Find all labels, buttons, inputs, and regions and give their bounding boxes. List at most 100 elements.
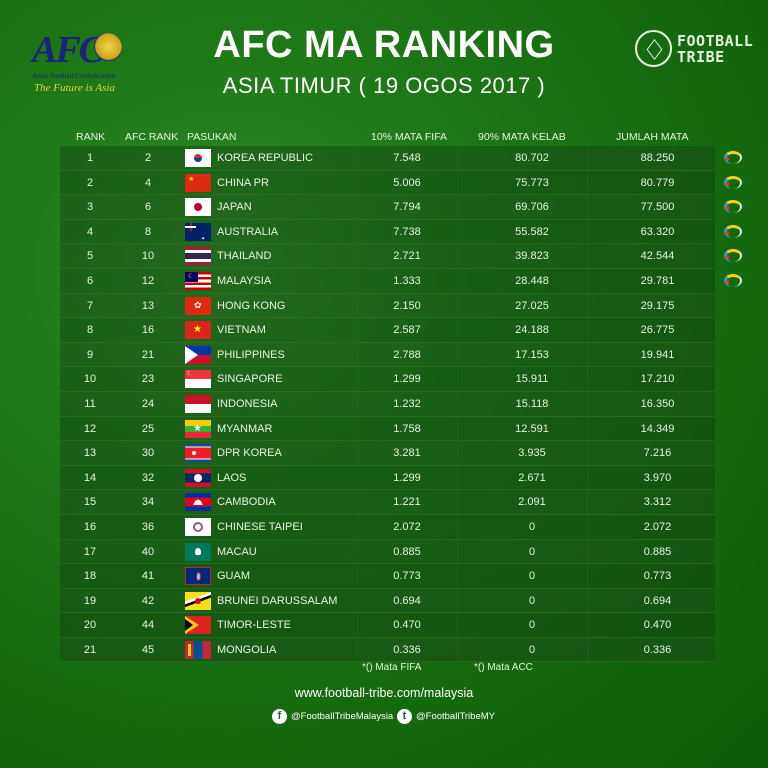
afc-rank-cell: 30 xyxy=(141,447,155,460)
col-rank: RANK xyxy=(76,131,106,143)
korea-republic-flag-icon xyxy=(185,149,211,167)
fifa-points-cell: 2.788 xyxy=(393,348,421,361)
china-flag-icon: ★ xyxy=(185,173,211,192)
total-points-cell: 0.694 xyxy=(643,594,672,607)
table-row: 18 41 GUAM 0.773 0 0.773 xyxy=(60,564,715,589)
football-tribe-logo: FOOTBALL TRIBE xyxy=(635,30,753,70)
total-points-cell: 0.885 xyxy=(643,545,672,558)
laos-flag-icon xyxy=(185,468,211,487)
club-points-cell: 69.706 xyxy=(515,201,549,214)
note-fifa: *() Mata FIFA xyxy=(362,662,422,673)
rank-cell: 15 xyxy=(83,496,97,509)
brand-line-2: TRIBE xyxy=(677,48,725,66)
total-points-cell: 80.779 xyxy=(640,176,675,189)
fifa-points-cell: 2.072 xyxy=(393,520,421,533)
facebook-link[interactable]: f @FootballTribeMalaysia xyxy=(272,709,393,724)
team-name-cell: MONGOLIA xyxy=(217,643,277,656)
fifa-points-cell: 2.150 xyxy=(393,299,421,312)
rank-cell: 2 xyxy=(86,176,94,189)
team-name-cell: VIETNAM xyxy=(217,324,266,337)
team-name-cell: HONG KONG xyxy=(217,299,286,312)
fifa-points-cell: 2.721 xyxy=(393,250,421,263)
col-total-points: JUMLAH MATA xyxy=(616,131,689,143)
afc-rank-cell: 32 xyxy=(141,471,155,484)
afc-rank-cell: 42 xyxy=(141,594,155,607)
header: AFC Asian Football Confederation The Fut… xyxy=(0,0,768,120)
fifa-points-cell: 0.773 xyxy=(393,570,421,583)
afc-rank-cell: 21 xyxy=(141,348,155,361)
fifa-points-cell: 1.758 xyxy=(393,422,421,435)
facebook-handle: @FootballTribeMalaysia xyxy=(291,711,394,722)
rank-cell: 1 xyxy=(86,152,94,164)
fifa-points-cell: 1.333 xyxy=(393,274,421,287)
table-row: 20 44 TIMOR-LESTE 0.470 0 0.470 xyxy=(60,613,715,638)
rank-cell: 5 xyxy=(86,250,94,263)
twitter-link[interactable]: t @FootballTribeMY xyxy=(397,709,495,724)
table-row: 1 2 KOREA REPUBLIC 7.548 80.702 88.250 xyxy=(60,146,715,171)
rank-cell: 20 xyxy=(83,619,97,632)
club-points-cell: 15.911 xyxy=(515,373,549,386)
team-name-cell: CHINESE TAIPEI xyxy=(217,520,303,533)
guam-flag-icon xyxy=(185,567,211,586)
fifa-points-cell: 1.221 xyxy=(393,496,421,509)
cambodia-flag-icon xyxy=(185,493,211,512)
ranking-table: 1 2 KOREA REPUBLIC 7.548 80.702 88.250 2 4 ★ CHIN… xyxy=(60,146,715,663)
club-points-cell: 2.091 xyxy=(518,496,546,509)
website-link[interactable]: www.football-tribe.com/malaysia xyxy=(294,686,474,700)
afc-rank-cell: 8 xyxy=(144,225,152,238)
team-name-cell: TIMOR-LESTE xyxy=(217,619,291,632)
table-row: 16 36 CHINESE TAIPEI 2.072 0 2.072 xyxy=(60,514,715,540)
fifa-points-cell: 0.470 xyxy=(393,619,421,632)
timor-leste-flag-icon xyxy=(185,616,211,635)
football-icon xyxy=(635,30,672,67)
myanmar-flag-icon: ★ xyxy=(185,419,211,438)
table-row: 8 16 ★ VIETNAM 2.587 24.188 26.775 xyxy=(60,318,715,343)
rank-cell: 3 xyxy=(86,201,94,214)
fifa-points-cell: 7.794 xyxy=(393,201,421,214)
afc-champions-league-icon xyxy=(722,175,742,191)
club-points-cell: 55.582 xyxy=(515,225,549,238)
team-name-cell: JAPAN xyxy=(217,201,252,214)
afc-rank-cell: 45 xyxy=(141,643,155,656)
total-points-cell: 16.350 xyxy=(640,397,675,410)
table-row: 5 10 THAILAND 2.721 39.823 42.544 xyxy=(60,244,715,269)
club-points-cell: 0 xyxy=(528,545,536,558)
afc-rank-cell: 24 xyxy=(141,397,155,410)
club-points-cell: 15.118 xyxy=(515,397,549,410)
team-name-cell: MALAYSIA xyxy=(217,274,272,287)
brunei-flag-icon xyxy=(185,591,211,610)
total-points-cell: 63.320 xyxy=(640,225,675,238)
total-points-cell: 29.175 xyxy=(640,299,675,312)
table-row: 3 6 JAPAN 7.794 69.706 77.500 xyxy=(60,195,715,220)
team-name-cell: BRUNEI DARUSSALAM xyxy=(217,594,338,607)
table-row: 7 13 ✿ HONG KONG 2.150 27.025 29.175 xyxy=(60,293,715,319)
fifa-points-cell: 7.548 xyxy=(393,152,421,164)
club-points-cell: 0 xyxy=(528,520,536,533)
total-points-cell: 2.072 xyxy=(643,520,672,533)
total-points-cell: 29.781 xyxy=(640,274,675,287)
club-points-cell: 0 xyxy=(528,619,536,632)
col-club-points: 90% MATA KELAB xyxy=(478,131,566,143)
club-points-cell: 75.773 xyxy=(515,176,549,189)
afc-rank-cell: 40 xyxy=(141,545,155,558)
rank-cell: 19 xyxy=(83,594,97,607)
rank-cell: 8 xyxy=(86,324,94,337)
fifa-points-cell: 3.281 xyxy=(393,447,421,460)
rank-cell: 21 xyxy=(83,643,97,656)
total-points-cell: 14.349 xyxy=(640,422,675,435)
afc-rank-cell: 16 xyxy=(141,324,155,337)
team-name-cell: KOREA REPUBLIC xyxy=(217,152,313,164)
rank-cell: 14 xyxy=(83,471,97,484)
club-points-cell: 39.823 xyxy=(515,250,549,263)
fifa-points-cell: 0.885 xyxy=(393,545,421,558)
afc-rank-cell: 41 xyxy=(141,570,155,583)
fifa-points-cell: 1.299 xyxy=(393,471,421,484)
twitter-handle: @FootballTribeMY xyxy=(416,711,495,722)
team-name-cell: MACAU xyxy=(217,545,257,558)
afc-tagline: The Future is Asia xyxy=(34,82,115,94)
rank-cell: 9 xyxy=(86,348,94,361)
afc-champions-league-icon xyxy=(722,150,742,166)
table-row: 6 12 ☾ MALAYSIA 1.333 28.448 29.781 xyxy=(60,268,715,294)
team-name-cell: CAMBODIA xyxy=(217,496,276,509)
afc-rank-cell: 36 xyxy=(141,520,155,533)
